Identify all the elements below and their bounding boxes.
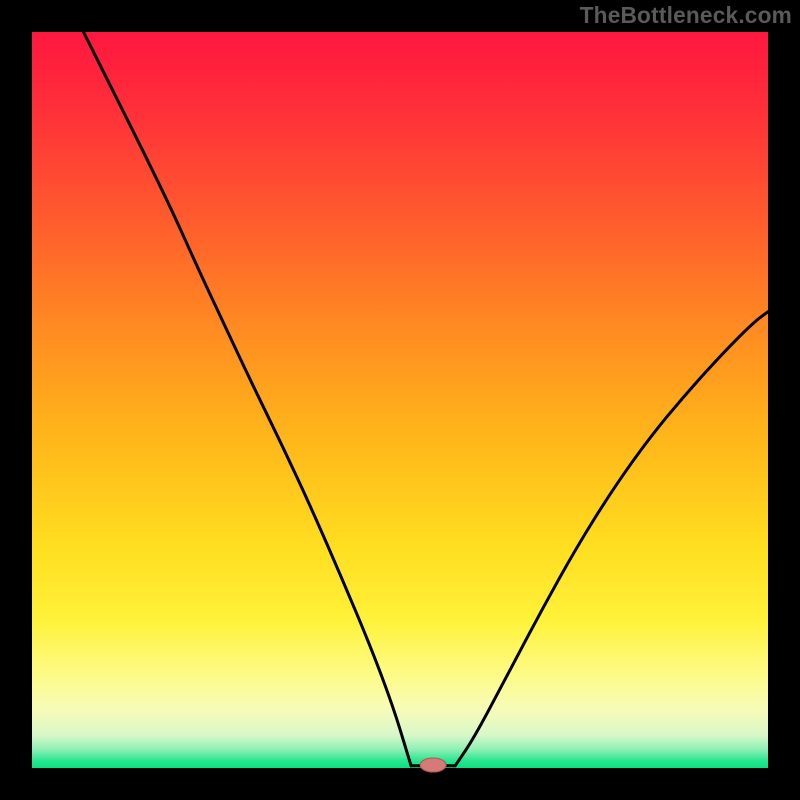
optimal-point-marker bbox=[420, 758, 446, 772]
watermark-text: TheBottleneck.com bbox=[580, 2, 792, 29]
bottleneck-chart bbox=[0, 0, 800, 800]
plot-background bbox=[32, 32, 768, 768]
